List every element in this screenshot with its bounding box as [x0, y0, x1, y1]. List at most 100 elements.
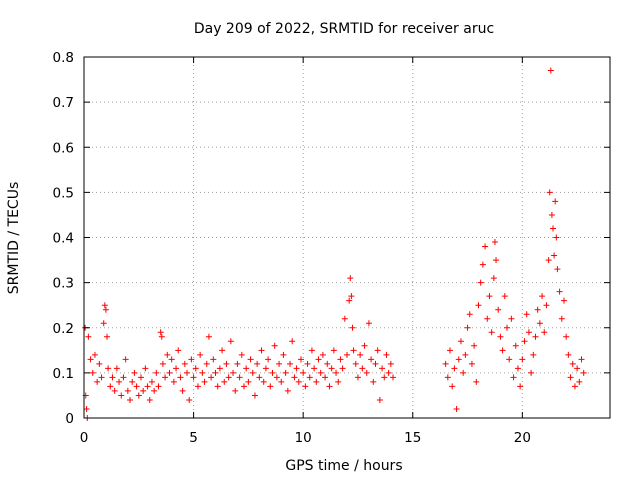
y-tick-label: 0.3 [53, 276, 74, 292]
data-point [385, 369, 392, 376]
data-point [576, 378, 583, 385]
data-point [181, 360, 188, 367]
data-point [142, 365, 149, 372]
data-point [462, 351, 469, 358]
data-point [442, 360, 449, 367]
data-point [295, 378, 302, 385]
data-point [98, 374, 105, 381]
data-point [370, 378, 377, 385]
data-point [567, 374, 574, 381]
data-point [232, 387, 239, 394]
data-point [363, 369, 370, 376]
data-point [308, 347, 315, 354]
data-point [135, 392, 142, 399]
data-point [558, 315, 565, 322]
data-point [260, 378, 267, 385]
data-point [501, 293, 508, 300]
data-point [569, 360, 576, 367]
x-tick-label: 20 [514, 430, 531, 446]
data-point [357, 351, 364, 358]
data-point [278, 378, 285, 385]
data-point [347, 275, 354, 282]
data-point [282, 369, 289, 376]
y-tick-label: 0.6 [53, 140, 74, 156]
data-point [186, 396, 193, 403]
data-point [157, 329, 164, 336]
data-point [219, 347, 226, 354]
data-point [479, 261, 486, 268]
data-point [374, 347, 381, 354]
data-point [208, 374, 215, 381]
data-point [155, 383, 162, 390]
data-point [372, 360, 379, 367]
data-point [297, 356, 304, 363]
data-point [449, 383, 456, 390]
data-point [113, 365, 120, 372]
data-point [210, 356, 217, 363]
data-point [348, 293, 355, 300]
axis-ticks: 0 0.1 0.2 0.3 0.4 0.5 0.6 0.7 0.8 0 5 10 15 20 [53, 50, 610, 446]
data-point [254, 360, 261, 367]
data-point [271, 342, 278, 349]
data-point [551, 252, 558, 259]
data-point [379, 365, 386, 372]
data-point [249, 369, 256, 376]
data-point [201, 378, 208, 385]
data-point [554, 266, 561, 273]
data-point [350, 347, 357, 354]
data-point [225, 374, 232, 381]
data-point [523, 311, 530, 318]
data-point [506, 356, 513, 363]
data-point [517, 383, 524, 390]
data-point [306, 374, 313, 381]
y-tick-label: 0.2 [53, 321, 74, 337]
data-point [251, 392, 258, 399]
data-point [556, 288, 563, 295]
data-point [129, 378, 136, 385]
data-point [447, 347, 454, 354]
data-point [304, 360, 311, 367]
data-point [280, 351, 287, 358]
data-point [339, 365, 346, 372]
data-point [464, 324, 471, 331]
data-point [319, 351, 326, 358]
data-point [258, 347, 265, 354]
data-point [267, 383, 274, 390]
y-tick-label: 0.7 [53, 95, 74, 111]
data-point [361, 342, 368, 349]
y-tick-label: 0.5 [53, 185, 74, 201]
data-point [104, 333, 111, 340]
data-point [333, 369, 340, 376]
data-point [245, 378, 252, 385]
data-point [194, 383, 201, 390]
data-point [151, 387, 158, 394]
data-point [346, 297, 353, 304]
data-point [365, 320, 372, 327]
data-point [580, 369, 587, 376]
data-point [337, 356, 344, 363]
data-point [313, 378, 320, 385]
data-point [293, 365, 300, 372]
data-point [539, 293, 546, 300]
data-point [234, 360, 241, 367]
x-tick-label: 10 [295, 430, 312, 446]
data-point [477, 279, 484, 286]
data-point [133, 383, 140, 390]
data-point [349, 324, 356, 331]
data-point [493, 257, 500, 264]
data-point [534, 306, 541, 313]
data-point [212, 369, 219, 376]
data-point [240, 383, 247, 390]
data-point [101, 302, 108, 309]
data-point [453, 405, 460, 412]
data-point [164, 351, 171, 358]
data-point [322, 374, 329, 381]
data-point [190, 374, 197, 381]
data-point [197, 351, 204, 358]
data-point [205, 333, 212, 340]
data-point [528, 369, 535, 376]
data-point [390, 374, 397, 381]
x-tick-label: 0 [80, 430, 89, 446]
data-point [552, 198, 559, 205]
data-point [227, 338, 234, 345]
